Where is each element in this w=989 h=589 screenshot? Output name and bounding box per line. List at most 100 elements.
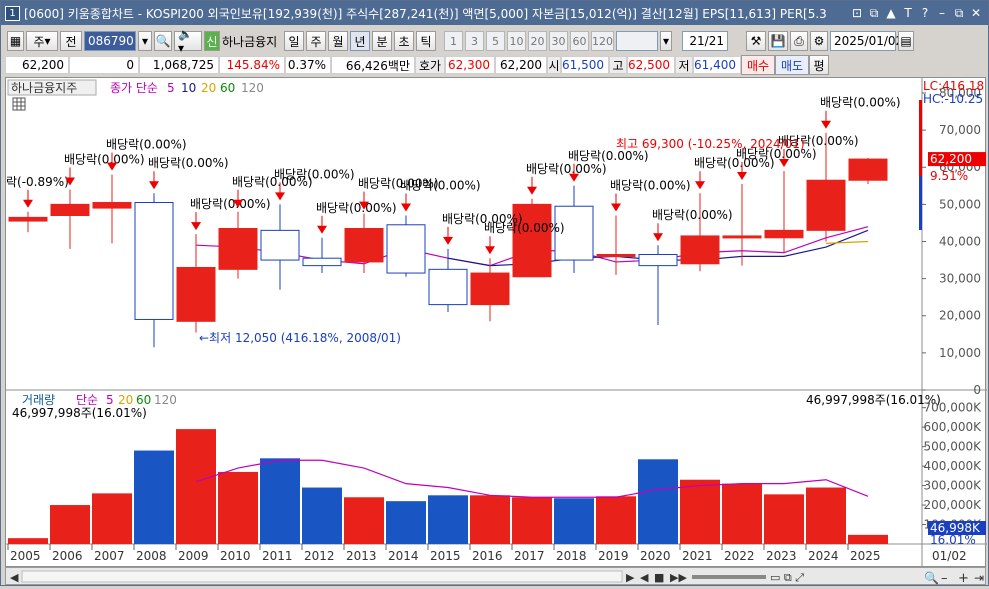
search-icon[interactable]: 🔍 [154,31,172,51]
stock-chart[interactable]: 하나금융지주 종가 단순 5 10 20 60 120 80,000 70,000… [6,78,987,568]
period-week[interactable]: 주 [306,31,326,51]
x-tick-label: 2013 [346,549,377,563]
candle-body [176,266,216,322]
interval-30[interactable]: 30 [549,31,568,51]
dividend-label: 락(-0.89%) [6,175,69,189]
chart-scrollbar[interactable]: ◀ ▶ ◀ ■ ▶▶ ▭ ⧉ ⤢ 🔍 – + ⇥ [5,567,986,586]
dividend-arrow-head [149,181,159,190]
flat-button[interactable]: 평 [809,55,829,75]
dividend-label: 배당락(0.00%) [442,212,523,226]
interval-120[interactable]: 120 [591,31,614,51]
dividend-label: 배당락(0.00%) [148,156,229,170]
scroll-left-icon[interactable]: ◀ [10,571,19,584]
volume-bar [680,479,720,544]
main-toolbar: ▦ 주 ▾ 전 086790 ▾ 🔍 🔈▾ 신 하나금융지 일 주 월 년 분 초… [1,27,988,55]
date-input[interactable]: 2025/01/02 [830,31,903,51]
zoom-track[interactable] [692,575,766,579]
hoga-label: 호가 [415,56,445,74]
more-icon[interactable]: ⇥ [974,571,984,585]
y-tick-label: 10,000 [939,346,981,360]
sound-icon[interactable]: 🔈▾ [174,27,202,55]
volume-bar [344,497,384,544]
zoom-out-icon[interactable]: – [941,571,948,586]
stock-code-input[interactable]: 086790 [84,31,136,51]
credit-badge-icon[interactable]: 신 [204,31,220,51]
dividend-label: 배당락(0.00%) [610,179,691,193]
volume-value-right: 46,997,998주(16.01%) [806,393,941,407]
vol-legend-5: 5 [106,393,114,407]
volume-bar [764,494,804,544]
scroll-track[interactable] [21,570,623,583]
zoom-tools-icon[interactable]: ▭ ⧉ ⤢ [770,571,804,584]
candle-body [764,229,804,239]
interval-10[interactable]: 10 [507,31,526,51]
gear-icon[interactable]: ⚙ [810,31,828,51]
dividend-arrow-head [821,120,831,129]
buy-button[interactable]: 매수 [741,55,775,75]
volume-bar [470,495,510,544]
tile-icon[interactable]: ⧉ [869,5,879,20]
link-icon[interactable]: ⊡ [851,5,863,20]
prev-button[interactable]: 전 [60,31,82,51]
candle-body [344,228,384,263]
candle-body [92,202,132,209]
period-year[interactable]: 년 [350,31,370,51]
print-icon[interactable]: ⎙ [790,31,808,51]
dividend-label: 배당락(0.00%) [568,149,649,163]
period-day[interactable]: 일 [284,31,304,51]
maximize-icon[interactable]: ⧉ [954,5,964,20]
fast-forward-icon[interactable]: ▶▶ [670,571,687,584]
quote-turnover: 0.37% [285,56,331,74]
period-month[interactable]: 월 [328,31,348,51]
font-icon[interactable]: T [904,5,912,20]
zoom-reset-icon[interactable]: 🔍 [924,570,939,585]
help-icon[interactable]: ? [921,5,929,20]
close-icon[interactable]: ✕ [970,5,982,20]
volume-bar [50,505,90,544]
dividend-arrow-head [359,201,369,210]
interval-20[interactable]: 20 [528,31,547,51]
dividend-label: 배당락(0.00%) [190,197,271,211]
tools-icon[interactable]: ⚒ [746,31,766,51]
chart-area[interactable]: 하나금융지주 종가 단순 5 10 20 60 120 80,000 70,000… [5,77,987,568]
stop-icon[interactable]: ■ [654,571,664,584]
interval-input[interactable] [616,31,658,51]
ma-legend-60: 60 [220,81,235,95]
interval-1[interactable]: 1 [444,31,463,51]
interval-60[interactable]: 60 [570,31,589,51]
interval-3[interactable]: 3 [465,31,484,51]
stock-title-box [7,79,97,96]
ma-legend-20: 20 [201,81,216,95]
period-second[interactable]: 초 [394,31,414,51]
x-tick-label: 2010 [220,549,251,563]
dividend-arrow-head [65,177,75,186]
arrow-up-icon[interactable]: ▲ [886,5,896,20]
period-minute[interactable]: 분 [372,31,392,51]
volume-bar [428,495,468,544]
interval-dropdown-icon[interactable]: ▾ [660,31,672,51]
code-dropdown-icon[interactable]: ▾ [138,31,152,51]
candle-body [512,203,552,278]
sell-button[interactable]: 매도 [775,55,809,75]
x-end-label: 01/02 [932,549,967,563]
x-tick-label: 2017 [514,549,545,563]
interval-5[interactable]: 5 [486,31,505,51]
x-tick-label: 2009 [178,549,209,563]
v-tick-label: 300,000K [924,479,983,493]
ma-legend-120: 120 [241,81,264,95]
grid-toggle-icon[interactable] [12,97,26,111]
play-back-icon[interactable]: ▶ [626,571,635,584]
prev-icon[interactable]: ◀ [640,571,649,584]
save-icon[interactable]: 💾 [768,31,788,51]
y-tick-label: 0 [973,383,981,397]
x-tick-label: 2007 [94,549,125,563]
panel-toggle-icon[interactable]: ▦ [7,31,24,51]
dividend-arrow-head [569,173,579,182]
zoom-in-icon[interactable]: + [958,571,969,586]
mode-select[interactable]: 주 ▾ [26,31,58,51]
period-tick[interactable]: 틱 [416,31,436,51]
price-tag-label: 62,200 [930,152,972,166]
minimize-icon[interactable]: – [939,5,945,20]
dividend-label: 배당락(0.00%) [64,153,145,167]
calendar-icon[interactable]: ▤ [898,31,914,51]
